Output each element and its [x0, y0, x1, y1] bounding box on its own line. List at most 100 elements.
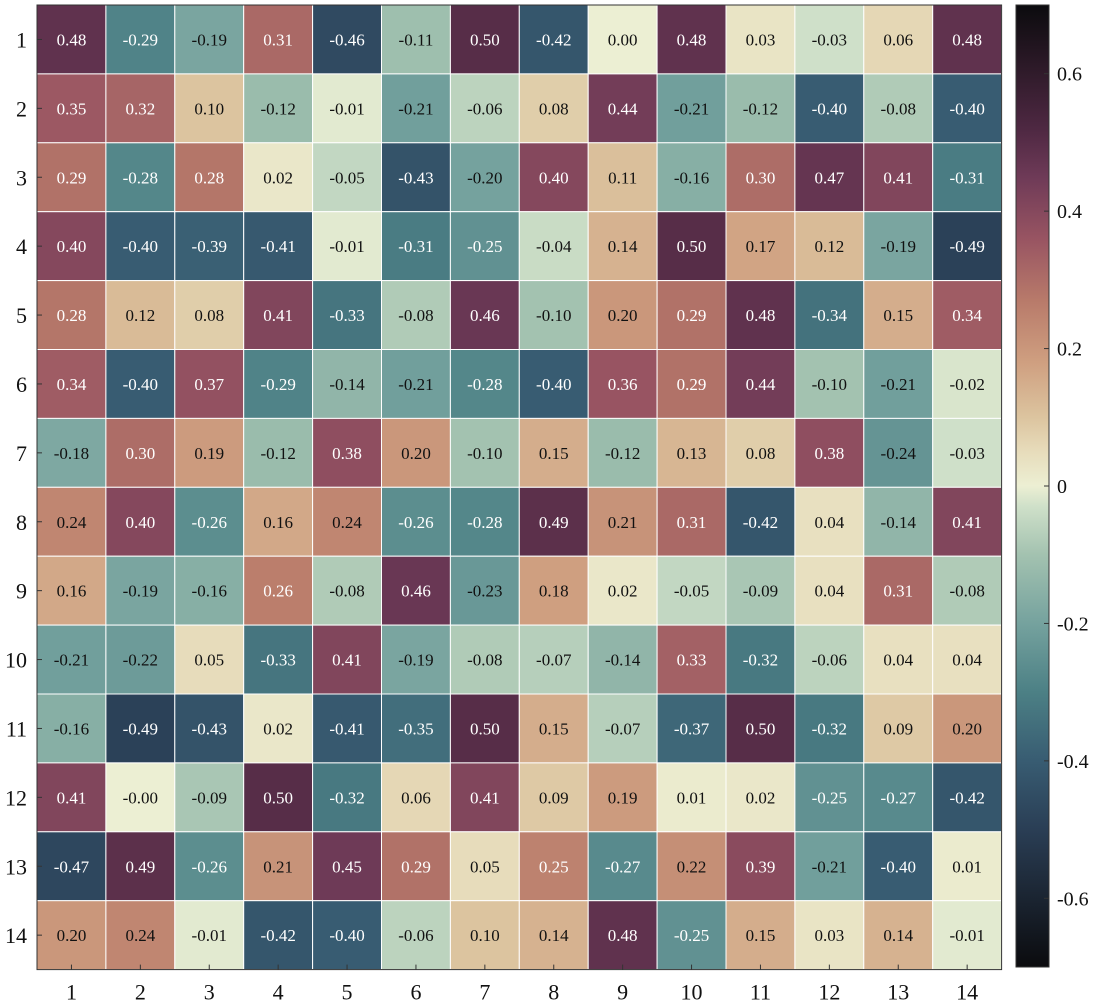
x-tick-label: 12	[818, 980, 840, 1004]
heatmap-cell	[656, 693, 727, 764]
x-tick-label: 3	[204, 980, 215, 1004]
heatmap-cell	[863, 280, 934, 351]
cell-value-label: 0.10	[194, 99, 224, 118]
heatmap-cell	[36, 555, 107, 626]
heatmap-cell	[381, 4, 451, 75]
cell-value-label: -0.24	[881, 444, 917, 463]
cell-value-label: 0.47	[814, 168, 844, 187]
cell-value-label: 0.15	[539, 719, 569, 738]
y-tick-label: 7	[16, 441, 27, 466]
cell-value-label: -0.31	[949, 168, 984, 187]
cell-value-label: 0.40	[57, 237, 87, 256]
cell-value-label: -0.09	[192, 788, 227, 807]
cell-value-label: -0.14	[881, 513, 917, 532]
colorbar-tick-label: 0.2	[1057, 339, 1082, 361]
heatmap-cell	[312, 693, 383, 764]
heatmap-cell	[312, 73, 383, 144]
y-tick-label: 6	[16, 372, 27, 397]
heatmap-cell	[518, 211, 589, 282]
cell-value-label: -0.25	[812, 788, 847, 807]
cell-value-label: 0.49	[125, 857, 155, 876]
cell-value-label: 0.28	[57, 306, 87, 325]
cell-value-label: 0.00	[608, 30, 638, 49]
cell-value-label: -0.27	[881, 788, 917, 807]
heatmap-cell	[794, 693, 865, 764]
heatmap-cell	[794, 142, 865, 213]
cell-value-label: -0.40	[329, 926, 364, 945]
heatmap-cell	[243, 831, 314, 902]
heatmap-cell	[243, 73, 314, 144]
cell-value-label: -0.32	[743, 651, 778, 670]
heatmap-cell	[863, 211, 934, 282]
heatmap-cell	[794, 624, 865, 695]
cell-value-label: 0.04	[814, 582, 844, 601]
heatmap-cell	[725, 211, 796, 282]
heatmap-cell	[312, 486, 383, 557]
heatmap-cell	[174, 349, 245, 419]
cell-value-label: -0.08	[467, 651, 502, 670]
heatmap-cell	[381, 624, 451, 695]
colorbar-tick-label: -0.2	[1057, 613, 1089, 635]
cell-value-label: 0.28	[194, 168, 224, 187]
heatmap-cell	[587, 142, 658, 213]
cell-value-label: -0.34	[812, 306, 848, 325]
heatmap-cell	[794, 900, 865, 971]
cell-value-label: 0.14	[883, 926, 913, 945]
heatmap-cell	[932, 693, 1003, 764]
heatmap-cell	[932, 349, 1003, 419]
heatmap-cell	[725, 831, 796, 902]
cell-value-label: -0.05	[674, 582, 709, 601]
cell-value-label: 0.24	[125, 926, 155, 945]
heatmap-cell	[794, 280, 865, 351]
cell-value-label: 0.22	[677, 857, 707, 876]
cell-value-label: 0.50	[263, 788, 293, 807]
heatmap-cell	[863, 73, 934, 144]
cell-value-label: 0.36	[608, 375, 638, 394]
cell-value-label: -0.10	[536, 306, 571, 325]
cell-value-label: 0.11	[608, 168, 637, 187]
heatmap-cell	[656, 4, 727, 75]
x-tick-label: 13	[887, 980, 909, 1004]
heatmap-cell	[656, 486, 727, 557]
cell-value-label: 0.41	[883, 168, 913, 187]
cell-value-label: -0.21	[674, 99, 709, 118]
cell-value-label: 0.12	[125, 306, 155, 325]
heatmap-cell	[863, 624, 934, 695]
heatmap-cell	[587, 486, 658, 557]
cell-value-label: -0.46	[329, 30, 364, 49]
cell-value-label: 0.44	[608, 99, 638, 118]
cell-value-label: 0.44	[746, 375, 776, 394]
cell-value-label: 0.06	[401, 788, 431, 807]
x-tick-label: 4	[273, 980, 284, 1004]
cell-value-label: -0.08	[949, 582, 984, 601]
cell-value-label: -0.26	[192, 513, 227, 532]
cell-value-label: 0.41	[57, 788, 87, 807]
heatmap-cell	[36, 486, 107, 557]
cell-value-label: -0.37	[674, 719, 710, 738]
cell-value-label: 0.03	[814, 926, 844, 945]
heatmap-cell	[587, 693, 658, 764]
cell-value-label: -0.23	[467, 582, 502, 601]
heatmap-cell	[725, 280, 796, 351]
heatmap-cell	[587, 211, 658, 282]
heatmap-cell	[243, 211, 314, 282]
cell-value-label: -0.06	[398, 926, 433, 945]
cell-value-label: 0.12	[814, 237, 844, 256]
colorbar-tick-label: -0.6	[1057, 888, 1089, 910]
heatmap-cell	[174, 211, 245, 282]
cell-value-label: -0.16	[54, 719, 89, 738]
heatmap-cell	[518, 73, 589, 144]
cell-value-label: 0.20	[401, 444, 431, 463]
heatmap-cell	[794, 417, 865, 488]
cell-value-label: 0.30	[746, 168, 776, 187]
heatmap-cell	[932, 73, 1003, 144]
cell-value-label: -0.33	[260, 651, 295, 670]
cell-value-label: -0.18	[54, 444, 89, 463]
cell-value-label: 0.30	[125, 444, 155, 463]
cell-value-label: -0.11	[399, 30, 434, 49]
cell-value-label: 0.20	[57, 926, 87, 945]
cell-value-label: 0.02	[263, 168, 293, 187]
cell-value-label: 0.48	[608, 926, 638, 945]
cell-value-label: -0.40	[949, 99, 984, 118]
